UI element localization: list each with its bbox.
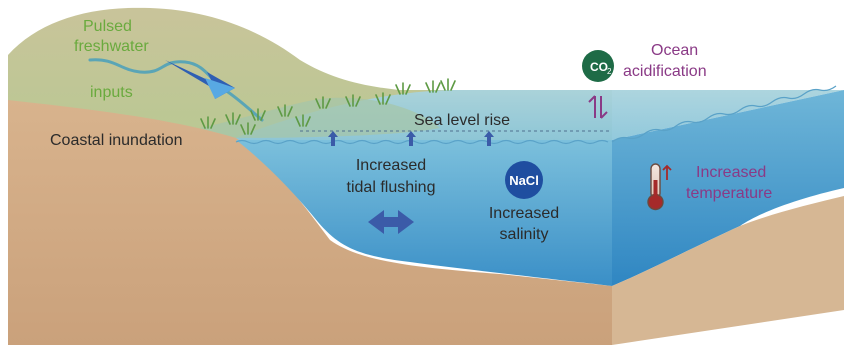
label-acidification: acidification <box>623 63 707 80</box>
label-inputs: inputs <box>90 84 133 101</box>
label-increased-salinity: Increased <box>489 205 559 222</box>
svg-text:2: 2 <box>607 67 612 76</box>
label-freshwater: freshwater <box>74 38 149 55</box>
label-tidal-flushing: tidal flushing <box>347 179 436 196</box>
label-salinity: salinity <box>500 226 549 243</box>
label-sea-level-rise: Sea level rise <box>414 112 510 129</box>
label-temperature: temperature <box>686 185 772 202</box>
co2-badge: CO 2 <box>582 50 614 82</box>
label-increased-temperature: Increased <box>696 164 766 181</box>
label-coastal-inundation: Coastal inundation <box>50 132 183 149</box>
svg-text:NaCl: NaCl <box>509 173 539 188</box>
label-pulsed: Pulsed <box>83 18 132 35</box>
label-increased-tidal: Increased <box>356 157 426 174</box>
label-ocean: Ocean <box>651 42 698 59</box>
nacl-badge: NaCl <box>505 161 543 199</box>
svg-text:CO: CO <box>590 60 608 74</box>
